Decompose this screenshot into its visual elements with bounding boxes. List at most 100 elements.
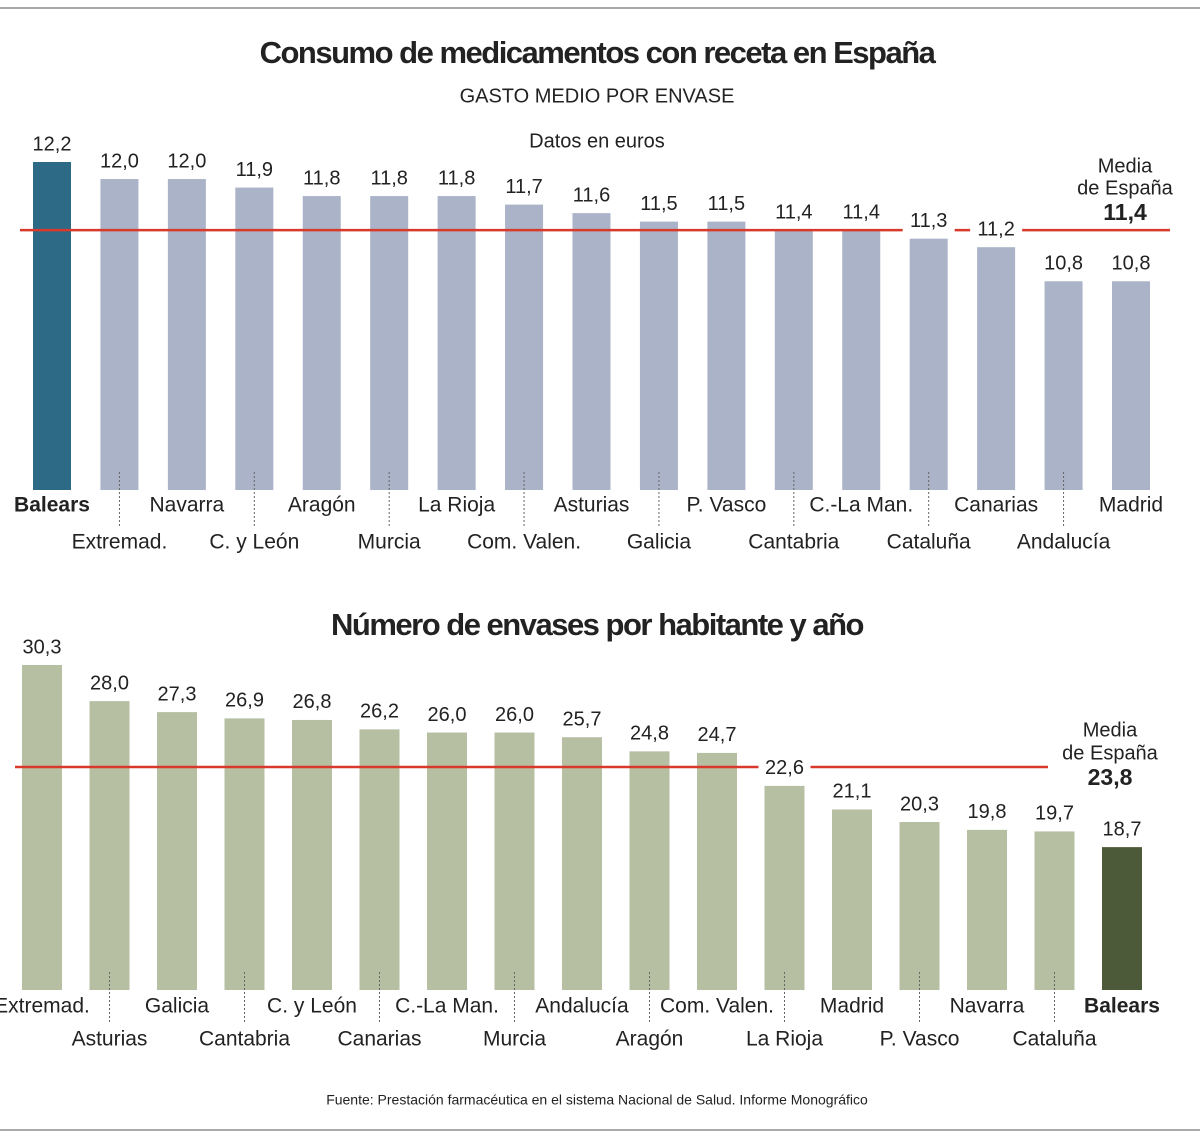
value-label: 26,2 (360, 701, 399, 723)
value-label-bg (1105, 252, 1157, 277)
annotation-bg (1063, 153, 1187, 228)
x-tick-label: Asturias (554, 494, 630, 517)
value-label-bg (218, 689, 271, 714)
value-label-bg (565, 184, 618, 209)
value-label: 28,0 (90, 672, 129, 694)
bar (1034, 831, 1075, 990)
x-tick-label: Murcia (483, 1028, 546, 1051)
bar (22, 665, 62, 990)
value-label: 26,0 (428, 704, 467, 726)
x-tick-label: Madrid (820, 995, 884, 1018)
value-label: 10,8 (1044, 253, 1083, 275)
x-tick-label: Com. Valen. (467, 531, 581, 554)
x-tick-label: Aragón (616, 1028, 684, 1051)
value-label: 11,2 (977, 218, 1014, 240)
bar (697, 752, 737, 990)
value-label-bg (498, 175, 551, 200)
x-tick-label: La Rioja (418, 494, 495, 517)
chart-note: Datos en euros (529, 130, 665, 152)
value-label-bg (160, 150, 213, 175)
x-tick-label: Balears (14, 494, 90, 517)
bar (707, 221, 746, 491)
reference-label: Media (1083, 719, 1138, 741)
x-tick-label: Com. Valen. (660, 995, 774, 1018)
value-label-bg (488, 703, 541, 728)
value-label: 26,0 (495, 704, 534, 726)
x-tick-label: Cantabria (199, 1028, 290, 1051)
value-label-bg (835, 201, 888, 226)
value-label: 21,1 (833, 781, 872, 803)
x-tick-label: Cantabria (748, 531, 839, 554)
bar (977, 247, 1016, 490)
value-label-bg (228, 158, 281, 183)
bar (899, 822, 940, 990)
chart-title: Consumo de medicamentos con receta en Es… (260, 35, 937, 70)
value-label: 11,7 (505, 176, 542, 198)
value-label: 11,5 (708, 193, 745, 215)
value-label-bg (632, 192, 685, 217)
value-label: 20,3 (900, 793, 939, 815)
bar (494, 732, 535, 990)
value-label-bg (93, 150, 146, 175)
value-label-bg (902, 209, 955, 234)
chart-title: Número de envases por habitante y año (331, 607, 864, 642)
value-label: 27,3 (158, 683, 197, 705)
bar (909, 238, 948, 490)
bar (370, 196, 409, 490)
value-label: 11,8 (303, 167, 340, 189)
x-tick-label: P. Vasco (880, 1028, 960, 1051)
value-label: 12,0 (167, 150, 206, 172)
x-tick-label: Navarra (150, 494, 225, 517)
bar (437, 196, 476, 490)
bar (224, 718, 265, 990)
value-label-bg (556, 708, 608, 733)
x-tick-label: C.-La Man. (809, 494, 913, 517)
bar (1044, 281, 1083, 490)
bar (359, 729, 400, 990)
x-tick-label: Canarias (954, 494, 1038, 517)
x-tick-label: Canarias (337, 1028, 421, 1051)
value-label-bg (16, 636, 68, 660)
value-label-bg (1096, 818, 1148, 843)
value-label: 18,7 (1103, 818, 1142, 840)
bar (427, 732, 467, 990)
value-label-bg (970, 218, 1023, 243)
value-label: 24,7 (698, 724, 737, 746)
value-label-bg (286, 690, 338, 715)
x-tick-label: Navarra (950, 995, 1025, 1018)
x-tick-label: Andalucía (535, 995, 629, 1018)
value-label: 12,0 (100, 150, 139, 172)
reference-label: Media (1098, 155, 1153, 177)
value-label: 26,9 (225, 690, 264, 712)
x-tick-label: La Rioja (746, 1028, 823, 1051)
value-label: 11,8 (438, 167, 475, 189)
x-tick-label: Extremad. (0, 995, 90, 1018)
bar (302, 196, 341, 490)
bar (842, 230, 881, 491)
bar (505, 204, 544, 490)
value-label-bg (26, 133, 78, 157)
value-label-bg (700, 192, 753, 217)
value-label: 11,5 (640, 193, 677, 215)
value-label-bg (83, 672, 136, 697)
value-label-bg (430, 167, 483, 192)
value-label-bg (295, 167, 348, 192)
x-tick-label: C. y León (209, 531, 299, 554)
source: Fuente: Prestación farmacéutica en el si… (326, 1092, 868, 1108)
value-label-bg (691, 723, 743, 748)
x-tick-label: Cataluña (1012, 1028, 1096, 1051)
value-label: 25,7 (563, 709, 602, 731)
chart-subtitle: GASTO MEDIO POR ENVASE (460, 85, 735, 107)
bar (292, 719, 332, 990)
x-tick-label: Extremad. (72, 531, 168, 554)
value-label: 11,6 (573, 184, 610, 206)
bar (167, 179, 206, 491)
x-tick-label: Balears (1084, 995, 1160, 1018)
value-label-bg (421, 703, 473, 728)
x-tick-label: Cataluña (887, 531, 971, 554)
bar (235, 187, 274, 490)
value-label: 11,8 (370, 167, 407, 189)
value-label: 22,6 (765, 757, 804, 779)
bar (774, 230, 813, 491)
